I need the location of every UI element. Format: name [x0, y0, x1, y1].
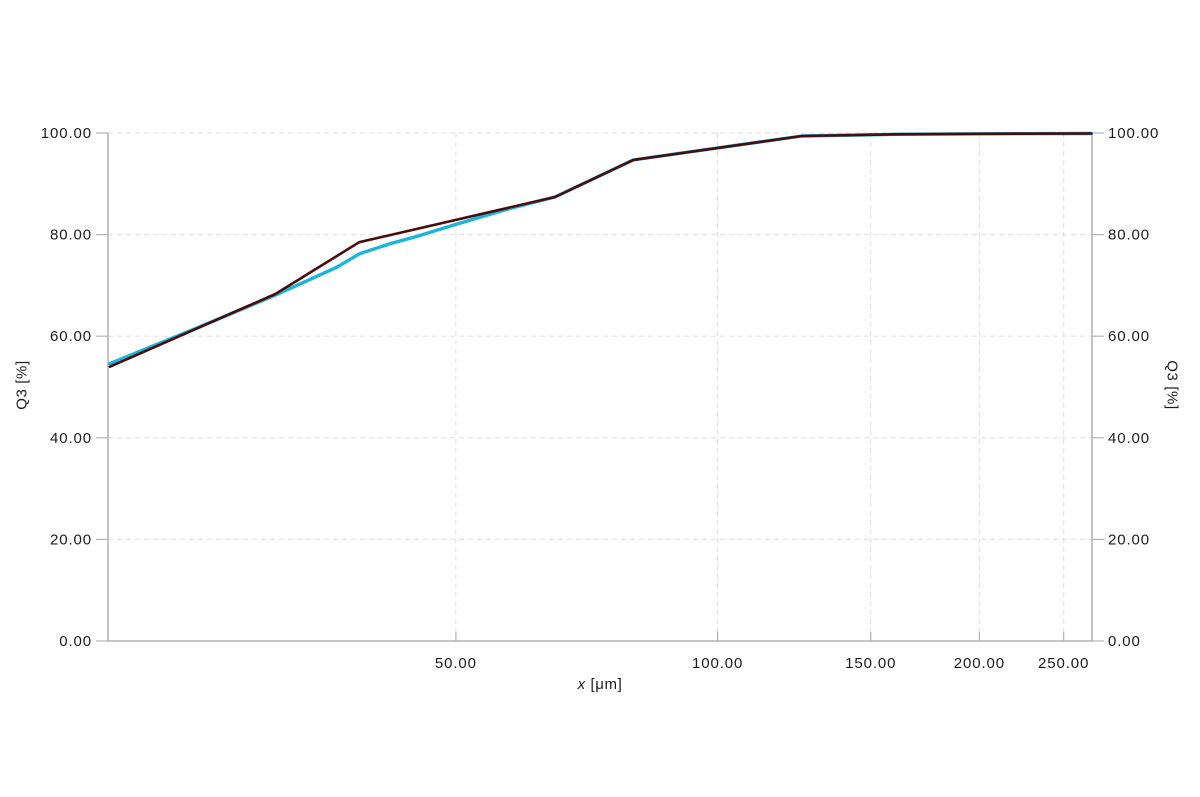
y-tick-label-right: 60.00 — [1108, 328, 1150, 345]
x-tick-label: 200.00 — [954, 655, 1005, 672]
y-tick-label-left: 0.00 — [59, 633, 92, 650]
y-tick-label-right: 80.00 — [1108, 227, 1150, 244]
y-tick-label-right: 0.00 — [1108, 633, 1141, 650]
x-tick-label: 100.00 — [692, 655, 743, 672]
y-tick-label-right: 40.00 — [1108, 430, 1150, 447]
y-tick-label-left: 20.00 — [50, 531, 92, 548]
series-line-distribution-cyan — [108, 131, 1093, 366]
y-tick-label-left: 100.00 — [41, 125, 92, 142]
y-axis-title-right: Q3 [%] — [1163, 360, 1181, 410]
y-axis-title-left: Q3 [%] — [13, 360, 31, 410]
series-line-distribution-darkred — [108, 132, 1093, 368]
y-tick-label-left: 40.00 — [50, 430, 92, 447]
y-tick-label-right: 20.00 — [1108, 531, 1150, 548]
x-axis-title: x [μm] — [578, 676, 623, 693]
x-axis-variable: x — [577, 676, 586, 693]
x-tick-label: 50.00 — [435, 655, 477, 672]
x-tick-label: 150.00 — [845, 655, 896, 672]
x-tick-label: 250.00 — [1038, 655, 1089, 672]
x-axis-unit: [μm] — [590, 676, 623, 693]
y-tick-label-left: 60.00 — [50, 328, 92, 345]
y-tick-label-right: 100.00 — [1108, 125, 1159, 142]
y-tick-label-left: 80.00 — [50, 227, 92, 244]
